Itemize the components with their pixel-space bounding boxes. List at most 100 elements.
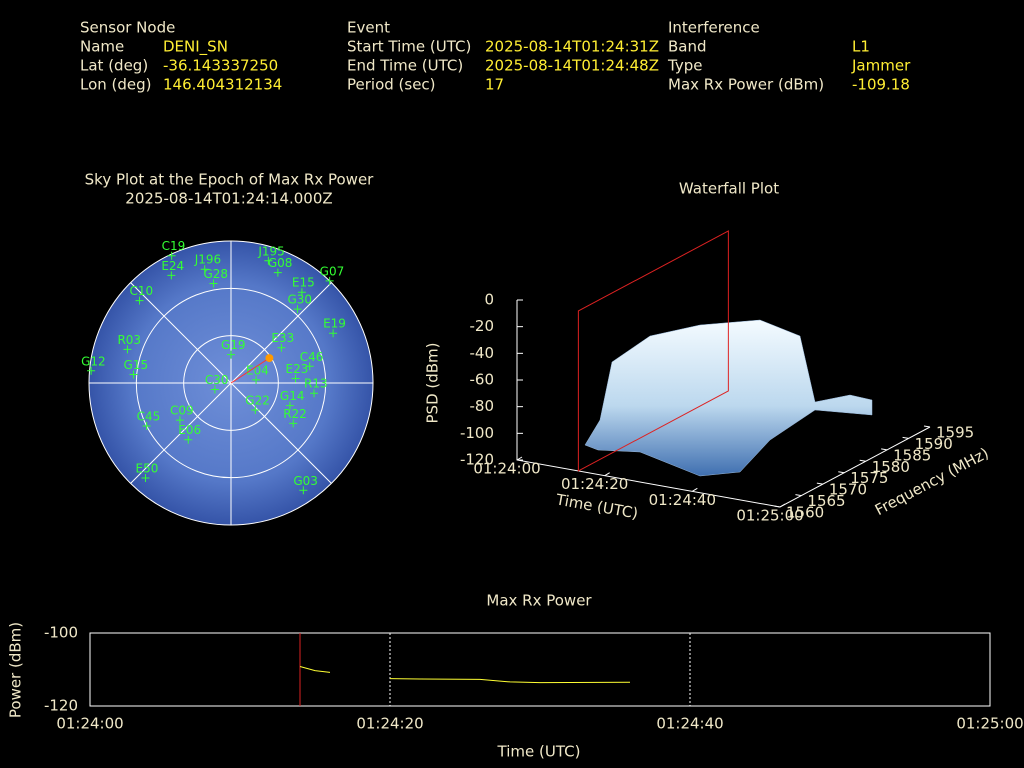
- highlight-ray: [230, 357, 270, 384]
- field-value: L1: [852, 38, 870, 56]
- satellite-label: R13: [304, 377, 328, 391]
- satellite-label: G30: [288, 293, 313, 307]
- satellite-label: C45: [137, 409, 161, 423]
- satellite-marker: [209, 279, 218, 288]
- satellite-marker: [210, 385, 219, 394]
- satellite-marker: [200, 265, 209, 274]
- y-tick-label: 1580: [872, 458, 910, 476]
- satellite-label: C09: [170, 404, 194, 418]
- field-value: DENI_SN: [163, 38, 228, 57]
- x-tick: [779, 503, 786, 508]
- x-tick: [604, 472, 610, 477]
- satellite-marker: [277, 343, 286, 352]
- satellite-marker: [175, 416, 184, 425]
- x-tick: [692, 487, 698, 492]
- y-tick: [838, 471, 845, 474]
- field-label: Max Rx Power (dBm): [668, 76, 824, 94]
- y-tick-label: 1575: [850, 469, 888, 487]
- satellite-marker: [325, 276, 334, 285]
- satellite-label: E04: [246, 363, 269, 377]
- x-tick-label: 01:24:20: [561, 475, 628, 493]
- satellite-marker: [291, 374, 300, 383]
- satellite-label: C46: [300, 350, 324, 364]
- satellite-marker: [329, 329, 338, 338]
- satellite-label: G07: [320, 264, 345, 278]
- satellite-label: R22: [283, 407, 307, 421]
- x-tick-label: 01:24:40: [649, 491, 716, 509]
- y-tick: [902, 436, 909, 439]
- y-tick-label: 1565: [807, 492, 845, 510]
- z-tick-label: -120: [460, 451, 494, 469]
- field-label: Name: [80, 38, 124, 56]
- field-label: Start Time (UTC): [347, 38, 471, 56]
- satellite-label: J196: [194, 253, 221, 267]
- y-tick-label: -100: [44, 624, 78, 642]
- x-tick-label: 01:24:00: [473, 460, 540, 478]
- z-tick-label: -100: [460, 424, 494, 442]
- header-title: Sensor Node: [80, 19, 175, 37]
- satellite-label: G03: [293, 474, 318, 488]
- z-tick-label: -80: [470, 397, 495, 415]
- line-ylabel: Power (dBm): [7, 622, 25, 718]
- satellite-marker: [167, 251, 176, 260]
- x-tick-label: 01:24:00: [56, 715, 123, 733]
- satellite-marker: [305, 362, 314, 371]
- y-tick: [923, 425, 931, 428]
- waterfall-zlabel: PSD (dBm): [424, 342, 442, 423]
- satellite-label: E19: [323, 317, 346, 331]
- satellite-label: E50: [135, 461, 158, 475]
- waterfall-ylabel: Frequency (MHz): [872, 444, 992, 519]
- satellite-label: E23: [286, 362, 309, 376]
- waterfall-xlabel: Time (UTC): [554, 490, 640, 522]
- z-tick-label: -40: [470, 344, 495, 362]
- satellite-label: J195: [257, 244, 284, 258]
- field-value: 2025-08-14T01:24:48Z: [485, 57, 659, 75]
- highlight-point: [265, 354, 274, 363]
- x-tick-label: 01:25:00: [956, 715, 1023, 733]
- satellite-marker: [289, 419, 298, 428]
- line-title: Max Rx Power: [486, 592, 592, 610]
- satellite-marker: [252, 375, 261, 384]
- field-value: 146.404312134: [163, 76, 282, 94]
- field-value: -109.18: [852, 76, 910, 94]
- satellite-marker: [285, 401, 294, 410]
- power-line: [299, 666, 631, 684]
- satellite-label: E06: [178, 423, 201, 437]
- line-xlabel: Time (UTC): [497, 743, 581, 761]
- waterfall-title: Waterfall Plot: [679, 180, 779, 198]
- satellite-label: G28: [203, 267, 228, 281]
- satellite-marker: [309, 389, 318, 398]
- satellite-label: C19: [162, 239, 186, 253]
- field-label: Lat (deg): [80, 57, 148, 75]
- y-tick-label: -120: [44, 697, 78, 715]
- satellite-label: G19: [221, 338, 246, 352]
- satellite-marker: [167, 271, 176, 280]
- satellite-marker: [135, 296, 144, 305]
- satellite-label: E24: [161, 259, 184, 273]
- satellite-label: G14: [280, 389, 305, 403]
- y-tick-label: 1570: [829, 481, 867, 499]
- y-tick: [816, 482, 823, 485]
- satellite-marker: [142, 421, 151, 430]
- header-title: Interference: [668, 19, 760, 37]
- z-tick-label: -60: [470, 371, 495, 389]
- satellite-marker: [264, 256, 273, 265]
- x-tick: [516, 456, 523, 461]
- y-tick: [773, 505, 781, 508]
- satellite-marker: [141, 473, 150, 482]
- y-tick-label: 1590: [915, 435, 953, 453]
- satellite-marker: [184, 435, 193, 444]
- field-label: End Time (UTC): [347, 57, 463, 75]
- field-value: 17: [485, 76, 504, 94]
- satellite-label: G08: [268, 256, 293, 270]
- y-tick: [795, 494, 802, 497]
- header-title: Event: [347, 19, 390, 37]
- satellite-label: C10: [130, 284, 154, 298]
- y-tick-label: 1560: [786, 504, 824, 522]
- satellite-marker: [297, 288, 306, 297]
- satellite-label: C30: [205, 373, 229, 387]
- plot-frame: [89, 632, 991, 707]
- epoch-plane: [577, 230, 729, 472]
- x-tick-label: 01:24:20: [356, 715, 423, 733]
